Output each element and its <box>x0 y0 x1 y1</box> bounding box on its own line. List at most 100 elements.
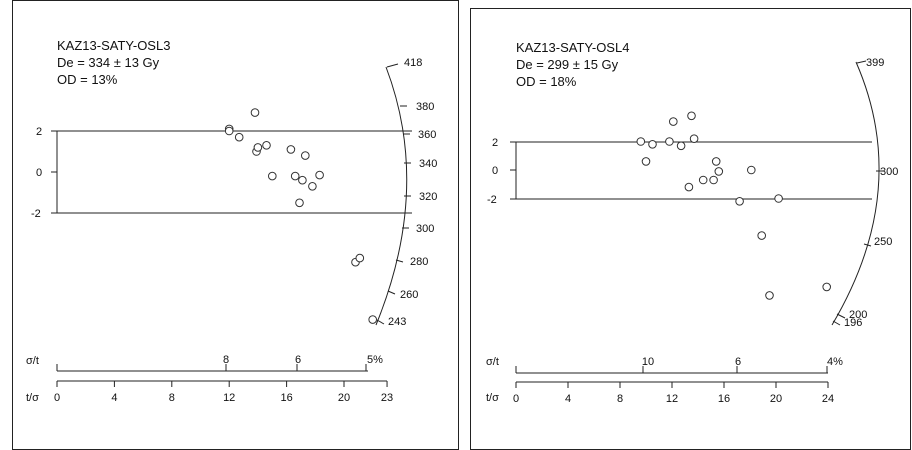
data-point <box>308 182 317 191</box>
data-point <box>286 145 296 154</box>
data-point <box>641 157 651 166</box>
chart-osl4: KAZ13-SATY-OSL4 De = 299 ± 15 Gy OD = 18… <box>486 40 898 405</box>
y-tick-label: -2 <box>31 208 41 220</box>
data-point <box>757 231 767 240</box>
x-tick-label: 20 <box>338 392 350 404</box>
x-tick-label: 23 <box>381 392 393 404</box>
data-point <box>698 175 708 185</box>
y-tick-label: 0 <box>36 167 42 179</box>
x-tick-label: 8 <box>169 392 175 404</box>
data-point <box>290 171 300 181</box>
radial-tick <box>376 319 385 325</box>
sigma-tick-label: 10 <box>642 356 654 368</box>
x-tick-label: 0 <box>513 393 519 405</box>
data-point <box>676 141 686 151</box>
data-point <box>774 194 783 203</box>
sigma-tick-label: 5% <box>367 354 383 366</box>
radial-tick-label: 250 <box>874 236 892 248</box>
data-point <box>262 141 271 150</box>
x-tick-label: 0 <box>54 392 60 404</box>
data-point <box>253 143 263 152</box>
x-axis-label: t/σ <box>26 392 39 404</box>
data-point <box>355 253 365 263</box>
data-points <box>224 108 378 324</box>
data-point <box>636 137 646 146</box>
info-line-3: OD = 13% <box>57 72 118 87</box>
sigma-tick-label: 6 <box>735 356 741 368</box>
radial-tick-label: 418 <box>404 57 422 69</box>
radial-tick-label: 260 <box>400 289 418 301</box>
x-tick-label: 16 <box>280 392 292 404</box>
radial-ticks <box>376 63 411 325</box>
info-line-1: KAZ13-SATY-OSL4 <box>516 40 629 55</box>
data-point <box>295 198 304 208</box>
radial-tick-label: 196 <box>844 317 862 329</box>
radial-tick-label: 300 <box>416 223 434 235</box>
y-tick-label: -2 <box>487 194 497 206</box>
y-tick-label: 2 <box>492 137 498 149</box>
y-tick-label: 2 <box>36 126 42 138</box>
info-line-3: OD = 18% <box>516 74 577 89</box>
radial-tick <box>863 243 872 247</box>
radial-tick-label: 399 <box>866 57 884 69</box>
x-tick-label: 8 <box>617 393 623 405</box>
x-tick-label: 16 <box>718 393 730 405</box>
data-point <box>234 132 244 142</box>
radial-axis-arc <box>375 66 408 326</box>
data-point <box>709 175 718 185</box>
radial-tick-label: 320 <box>419 191 437 203</box>
data-point <box>224 126 234 136</box>
data-point <box>301 151 310 160</box>
radial-tick <box>387 290 396 295</box>
data-point <box>735 197 744 206</box>
radial-tick <box>832 320 841 326</box>
radial-ticks <box>832 60 884 326</box>
sigma-tick-label: 8 <box>223 354 229 366</box>
radial-tick <box>386 63 399 68</box>
info-line-1: KAZ13-SATY-OSL3 <box>57 38 170 53</box>
data-point <box>250 108 260 117</box>
data-point <box>689 134 699 143</box>
sigma-axis-label: σ/t <box>26 355 39 367</box>
data-point <box>368 315 378 324</box>
radial-tick <box>836 313 846 319</box>
info-line-2: De = 299 ± 15 Gy <box>516 57 619 72</box>
radial-axis-arc <box>831 61 880 326</box>
data-points <box>636 111 832 300</box>
radial-tick-label: 300 <box>880 166 898 178</box>
radial-tick-label: 280 <box>410 256 428 268</box>
x-tick-label: 24 <box>822 393 834 405</box>
radial-tick <box>395 259 404 263</box>
y-tick-label: 0 <box>492 165 498 177</box>
info-line-2: De = 334 ± 13 Gy <box>57 55 160 70</box>
x-axis-label: t/σ <box>486 392 499 404</box>
radial-tick-label: 243 <box>388 316 406 328</box>
data-point <box>684 182 694 192</box>
x-ticks: 0 4 8 12 16 20 23 <box>54 381 393 404</box>
radial-tick <box>856 60 867 64</box>
data-point <box>315 170 324 180</box>
radial-tick-label: 340 <box>419 158 437 170</box>
data-point <box>765 291 774 300</box>
x-tick-label: 12 <box>666 393 678 405</box>
x-tick-label: 4 <box>565 393 571 405</box>
sigma-axis-label: σ/t <box>486 356 499 368</box>
data-point <box>268 171 277 181</box>
data-point <box>687 111 696 121</box>
data-point <box>714 167 724 176</box>
data-point <box>665 137 674 146</box>
sigma-tick-label: 6 <box>295 354 301 366</box>
radial-tick-label: 360 <box>418 129 436 141</box>
data-point <box>747 165 756 175</box>
data-point <box>298 175 307 185</box>
x-tick-label: 20 <box>770 393 782 405</box>
data-point <box>669 117 678 126</box>
sigma-tick-label: 4% <box>827 356 843 368</box>
x-tick-label: 12 <box>223 392 235 404</box>
data-point <box>822 282 832 292</box>
x-tick-label: 4 <box>111 392 117 404</box>
radial-tick-label: 380 <box>416 101 434 113</box>
radial-tick-label: 200 <box>849 309 867 321</box>
chart-osl3: KAZ13-SATY-OSL3 De = 334 ± 13 Gy OD = 13… <box>26 38 437 404</box>
x-ticks: 0 4 8 12 16 20 24 <box>513 382 834 405</box>
